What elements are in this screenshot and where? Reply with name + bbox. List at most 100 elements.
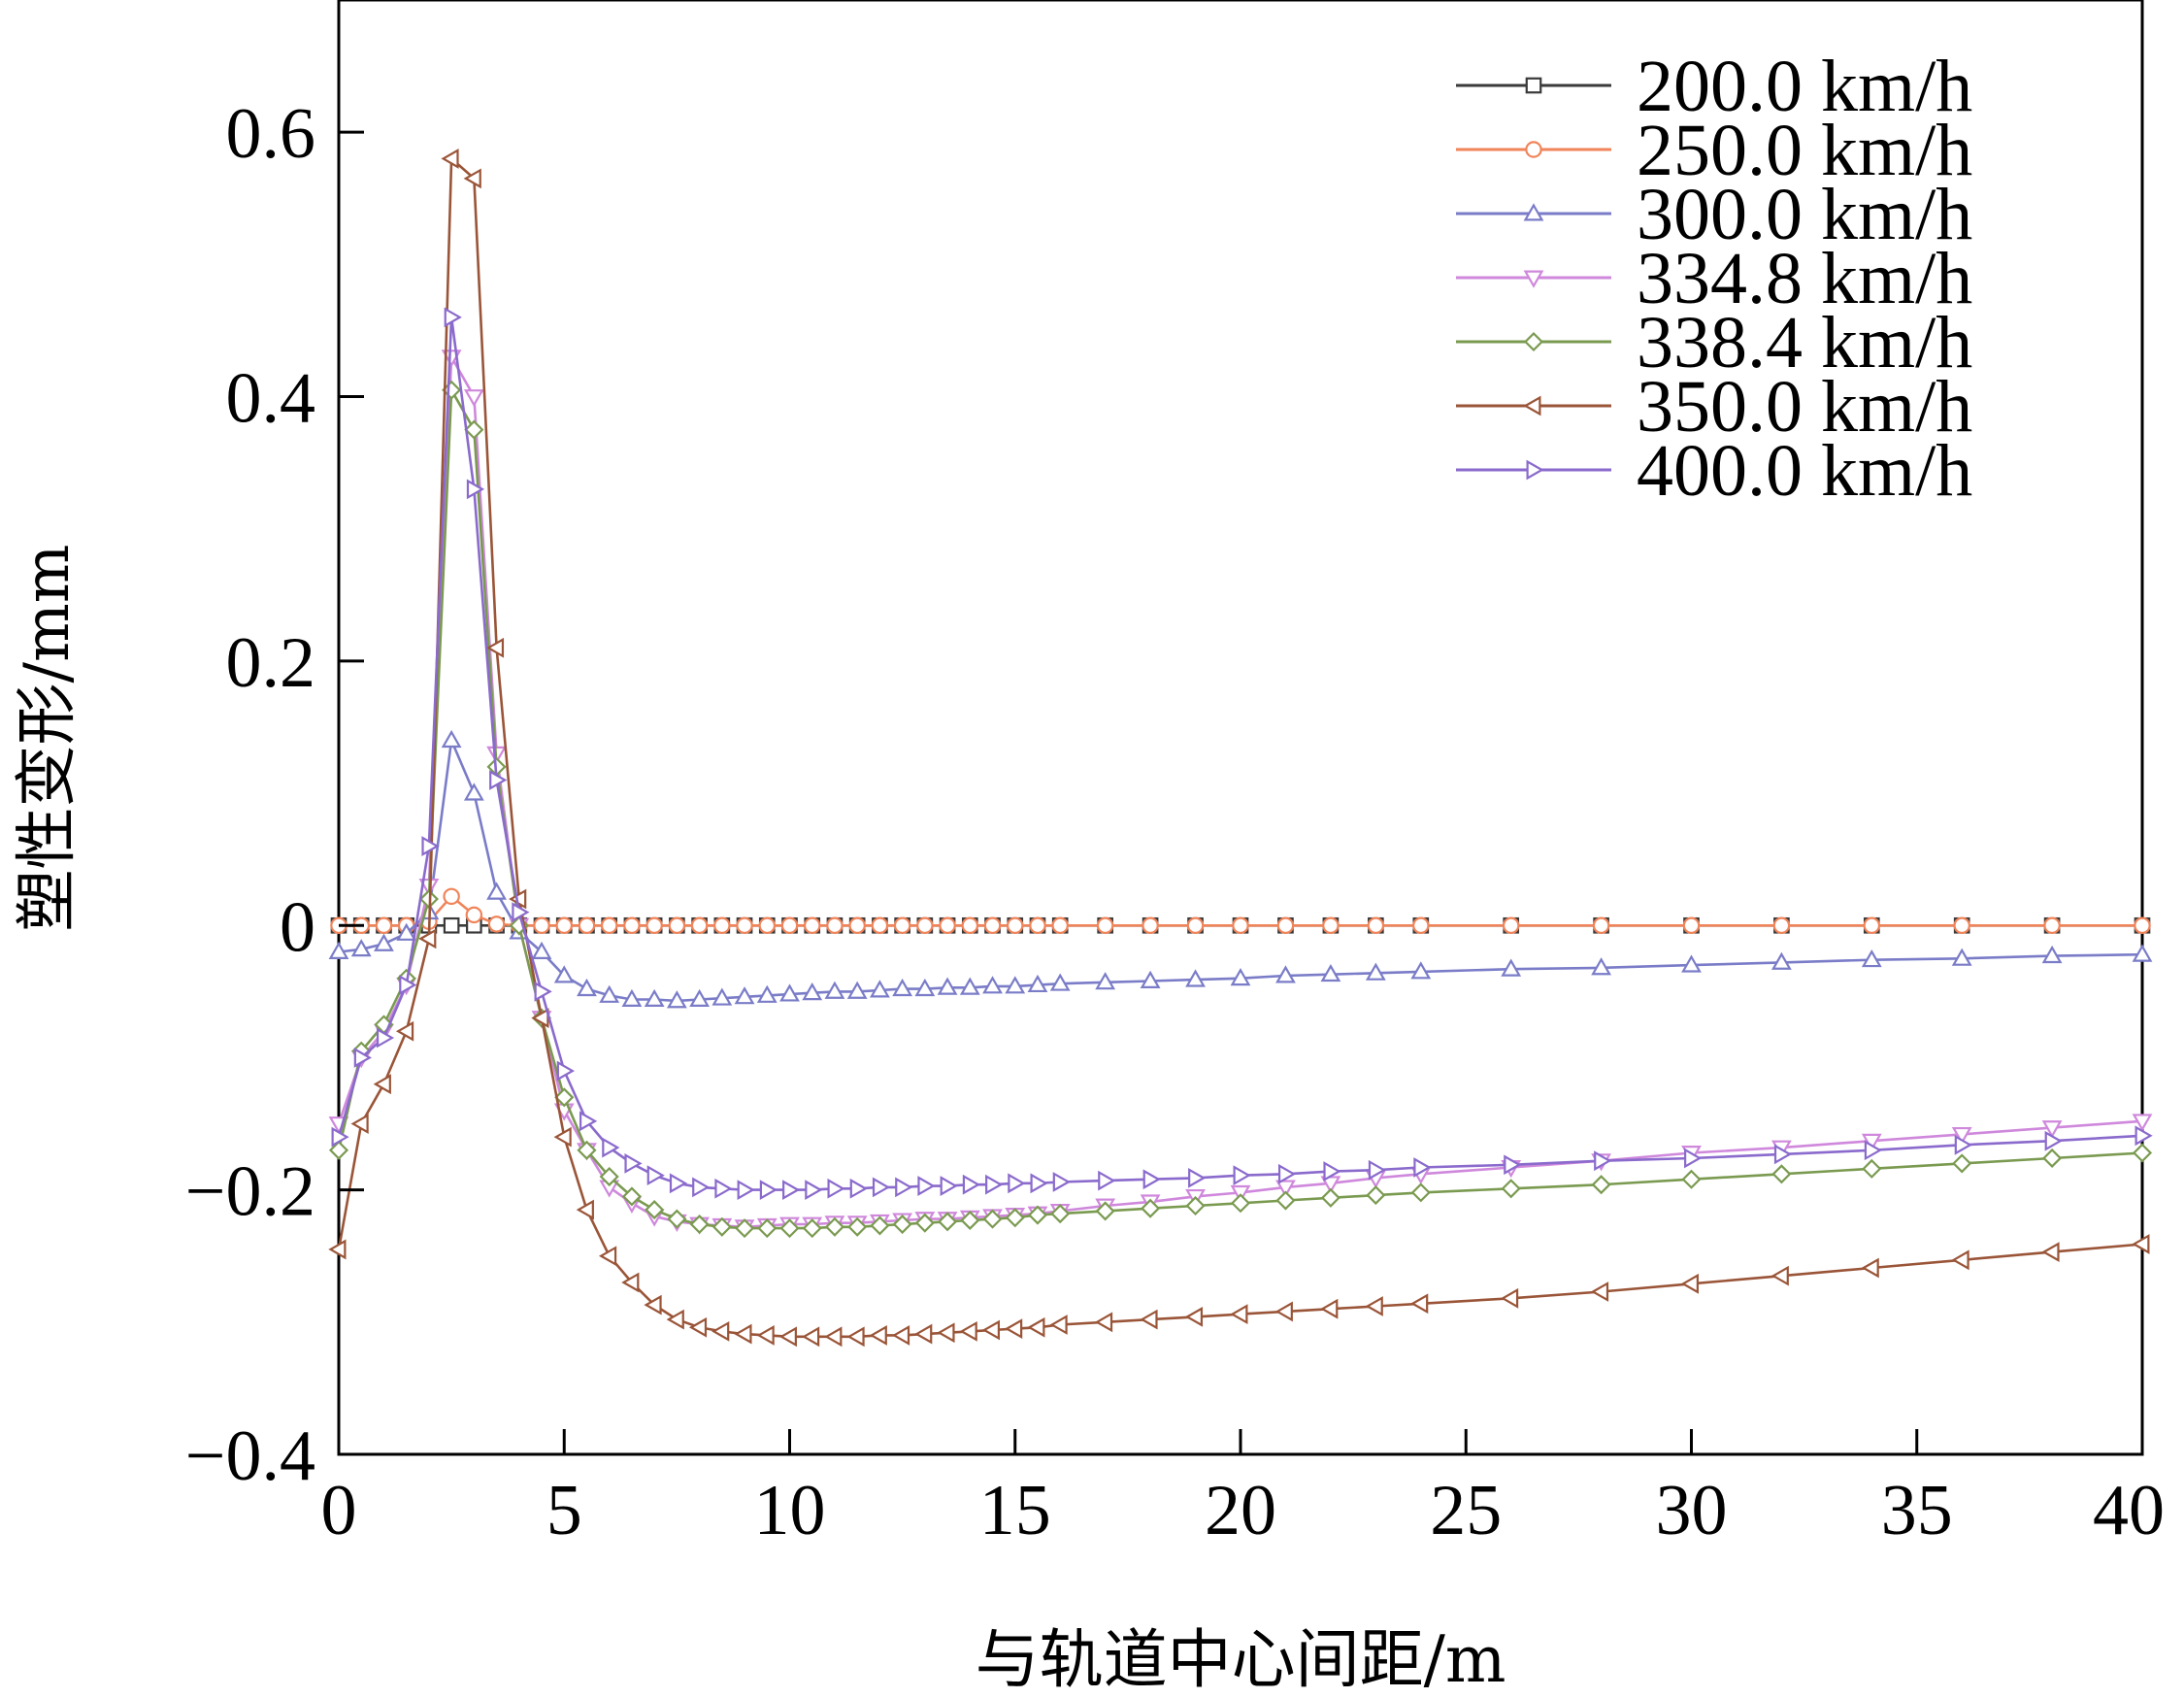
data-point (533, 916, 550, 935)
data-point (782, 1180, 801, 1201)
legend-label: 334.8 km/h (1637, 238, 1972, 319)
data-point (802, 982, 823, 1001)
data-point (805, 1180, 823, 1201)
data-point (444, 307, 462, 328)
data-point (1773, 1144, 1793, 1165)
data-point (534, 981, 552, 1002)
data-point (2134, 1125, 2153, 1147)
data-point (487, 916, 506, 933)
data-point (802, 1326, 820, 1348)
data-point (396, 922, 417, 941)
data-point (1005, 976, 1026, 994)
data-point (711, 1216, 732, 1237)
data-point (328, 1239, 347, 1260)
data-point (646, 1165, 665, 1186)
data-point (1591, 1175, 1611, 1195)
data-point (759, 1180, 778, 1201)
data-point (621, 1186, 642, 1207)
data-point (780, 916, 799, 935)
data-point (1681, 954, 1702, 973)
data-point (1504, 1154, 1522, 1176)
data-point (465, 906, 483, 924)
data-point (756, 1325, 775, 1346)
data-point (734, 1323, 752, 1345)
data-point (914, 978, 936, 997)
data-point (1861, 1257, 1879, 1279)
data-point (1142, 1169, 1161, 1190)
data-point (531, 941, 552, 959)
data-point (848, 916, 866, 935)
data-point (466, 479, 485, 500)
data-point (826, 916, 844, 935)
data-point (1275, 1190, 1296, 1211)
data-point (757, 1218, 778, 1239)
data-point (1095, 1201, 1115, 1221)
data-point (938, 1212, 958, 1232)
data-point (644, 1294, 662, 1315)
data-point (1413, 1157, 1432, 1178)
data-point (486, 882, 507, 900)
data-point (1140, 970, 1161, 988)
data-point (2132, 1114, 2153, 1132)
data-point (692, 1177, 711, 1198)
data-point (668, 916, 686, 935)
data-point (1770, 1265, 1789, 1286)
data-point (577, 1140, 597, 1160)
data-point (1951, 1249, 1969, 1271)
data-point (1684, 1148, 1703, 1169)
data-point (870, 1215, 890, 1236)
data-point (645, 1200, 665, 1220)
data-point (1184, 1306, 1204, 1327)
legend-marker (1523, 395, 1541, 416)
data-point (960, 1210, 980, 1231)
data-point (443, 916, 460, 934)
data-point (872, 1177, 891, 1198)
data-point (1366, 1185, 1386, 1206)
data-point (1591, 957, 1611, 976)
legend-label: 350.0 km/h (1637, 366, 1972, 448)
data-point (846, 1326, 865, 1348)
data-point (824, 1326, 843, 1348)
data-point (1681, 1169, 1702, 1189)
data-point (1590, 1282, 1609, 1302)
data-point (1365, 962, 1386, 981)
data-point (847, 1216, 868, 1237)
data-point (1276, 916, 1295, 935)
data-point (553, 1126, 572, 1148)
legend-item: 400.0 km/h (1456, 430, 1972, 512)
data-point (1027, 1205, 1048, 1225)
data-point (2132, 944, 2153, 962)
data-point (1049, 1315, 1068, 1335)
y-axis: −0.4 −0.2 0 0.2 0.4 0.6 (185, 94, 364, 1496)
data-point (937, 977, 958, 995)
legend-item: 250.0 km/h (1456, 110, 1972, 191)
data-point (1277, 1163, 1297, 1184)
data-point (463, 782, 484, 801)
data-point (2132, 1234, 2150, 1254)
data-point (734, 986, 755, 1005)
data-point (892, 978, 913, 997)
data-point (350, 939, 372, 957)
data-point (711, 1320, 730, 1342)
y-tick-label: 0.4 (226, 359, 316, 439)
data-point (531, 1008, 549, 1028)
data-point (1594, 1150, 1612, 1172)
data-point (1096, 916, 1114, 935)
legend-label: 338.4 km/h (1637, 302, 1972, 383)
data-point (688, 1316, 708, 1338)
data-point (1501, 958, 1522, 977)
data-point (576, 1199, 594, 1220)
data-point (464, 419, 484, 440)
y-tick-label: 0.6 (226, 94, 316, 174)
data-point (959, 1320, 977, 1342)
legend-item: 350.0 km/h (1456, 366, 1972, 448)
series-350-0-km-h (328, 149, 2150, 1348)
legend-item: 338.4 km/h (1456, 302, 1972, 383)
data-point (824, 1216, 845, 1237)
data-point (1142, 916, 1159, 935)
legend-label: 250.0 km/h (1637, 110, 1972, 191)
data-point (1592, 916, 1610, 935)
data-point (1006, 916, 1024, 935)
data-point (328, 1140, 349, 1160)
legend-marker (1525, 77, 1542, 94)
